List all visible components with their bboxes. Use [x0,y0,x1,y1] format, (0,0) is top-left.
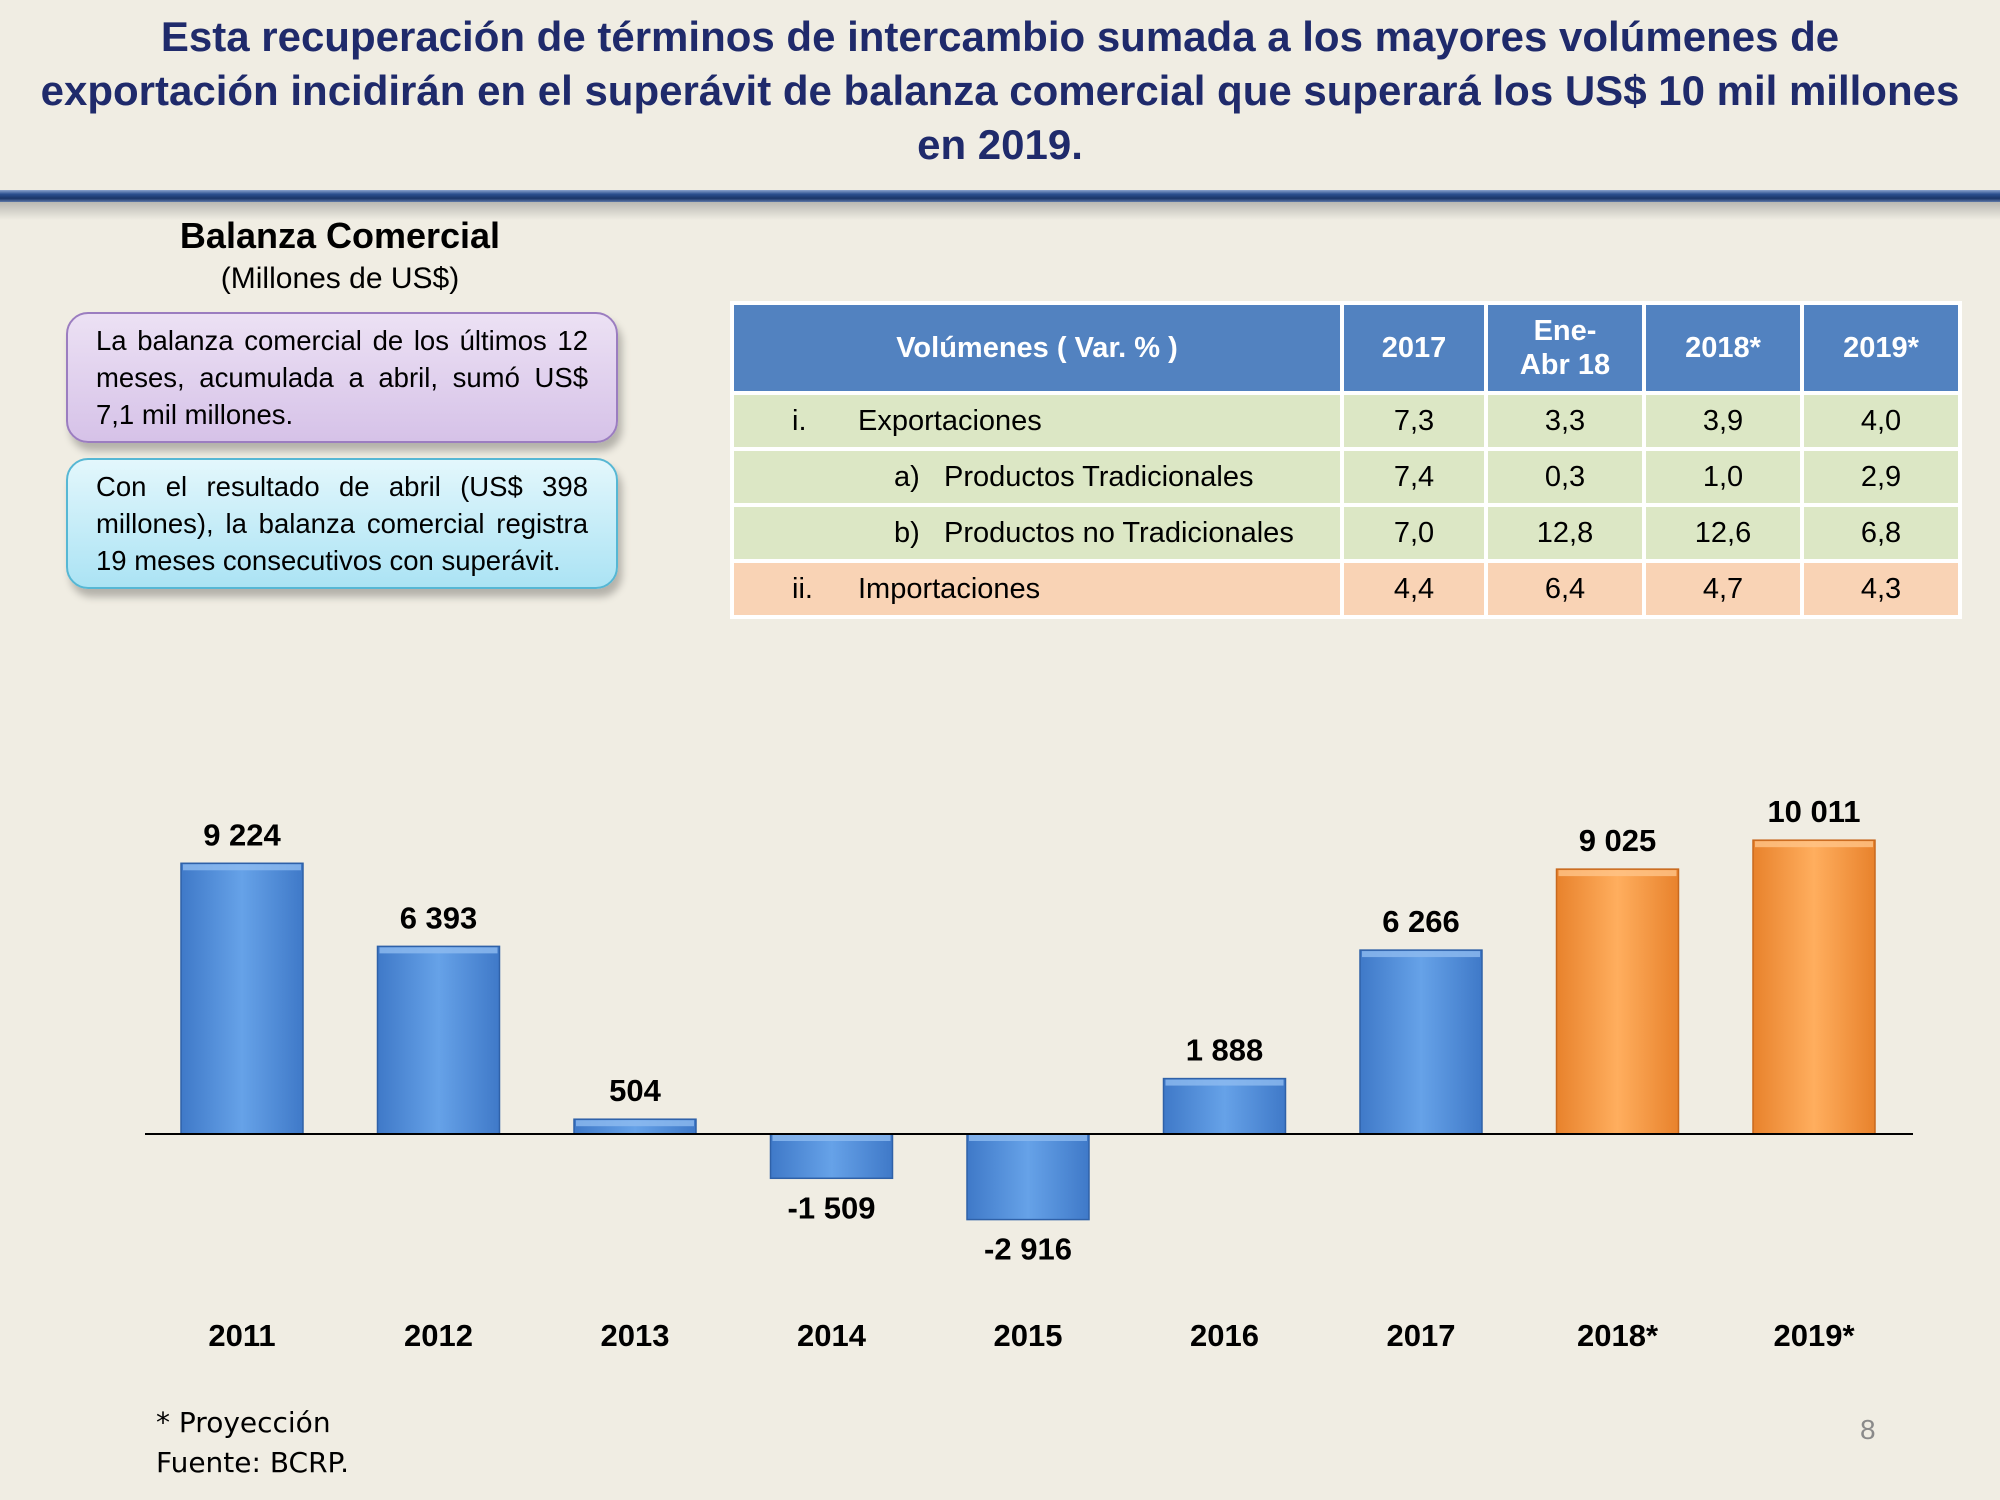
bar-bevel [576,1120,694,1127]
bar-2011 [180,862,304,1135]
callout-trade-balance-12m: La balanza comercial de los últimos 12 m… [66,312,618,443]
table-cell: 4,4 [1344,563,1484,615]
table-cell: 4,0 [1804,395,1958,447]
data-label: -2 916 [984,1232,1072,1267]
x-tick-label: 2016 [1190,1318,1259,1353]
table-cell: 7,3 [1344,395,1484,447]
row-marker: a) [894,460,920,493]
x-tick-label: 2019* [1773,1318,1855,1353]
source-note: Fuente: BCRP. [156,1446,349,1479]
table-header-ene-abr-18: Ene- Abr 18 [1488,305,1642,391]
table-cell: 12,8 [1488,507,1642,559]
table-cell: 3,3 [1488,395,1642,447]
row-label-text: Productos Tradicionales [944,460,1254,493]
row-label: b) Productos no Tradicionales [734,507,1340,559]
row-marker: ii. [792,572,813,605]
bar-bevel [1558,870,1677,877]
bar-bevel [1755,841,1873,848]
row-label-text: Exportaciones [858,404,1042,437]
row-label-text: Importaciones [858,572,1041,605]
data-label: -1 509 [788,1190,876,1225]
data-label: 6 393 [400,900,478,935]
x-tick-label: 2017 [1387,1318,1456,1353]
table-cell: 4,3 [1804,563,1958,615]
title-rule [0,190,2000,202]
table-header-row: Volúmenes ( Var. % ) 2017 Ene- Abr 18 20… [734,305,1958,391]
table-cell: 12,6 [1646,507,1800,559]
bar-bevel [183,864,301,871]
bar-bevel [772,1135,891,1141]
data-label: 1 888 [1186,1033,1264,1068]
row-label: i. Exportaciones [734,395,1340,447]
table-row-productos-tradicionales: a) Productos Tradicionales 7,4 0,3 1,0 2… [734,451,1958,503]
x-tick-label: 2013 [601,1318,670,1353]
table-cell: 2,9 [1804,451,1958,503]
table-cell: 7,0 [1344,507,1484,559]
data-label: 9 025 [1579,823,1657,858]
chart-unit: (Millones de US$) [220,262,460,295]
trade-balance-bar-chart: 9 224 2011 6 393 2012 504 2013 -1 509 2014 -2 91… [145,794,1913,1353]
x-tick-label: 2011 [208,1318,275,1353]
callout-april-result: Con el resultado de abril (US$ 398 millo… [66,458,618,589]
volumes-table: Volúmenes ( Var. % ) 2017 Ene- Abr 18 20… [730,301,1962,619]
table-cell: 6,8 [1804,507,1958,559]
table-cell: 3,9 [1646,395,1800,447]
x-tick-label: 2012 [404,1318,473,1353]
bar-2014 [769,1133,894,1180]
x-tick-label: 2018* [1577,1318,1659,1353]
table-row-importaciones: ii. Importaciones 4,4 6,4 4,7 4,3 [734,563,1958,615]
bar-2012 [376,945,501,1135]
row-label-text: Productos no Tradicionales [944,516,1294,549]
bar-bevel [1165,1079,1284,1086]
bar-bevel [1362,951,1480,958]
row-marker: i. [792,404,807,437]
bar-2018-proj [1555,868,1680,1135]
bar-bevel [379,947,498,954]
table-cell: 1,0 [1646,451,1800,503]
bar-2016 [1162,1077,1287,1135]
table-header-2019: 2019* [1804,305,1958,391]
chart-heading: Balanza Comercial [179,215,501,256]
page-number: 8 [1860,1414,1876,1445]
table-cell: 7,4 [1344,451,1484,503]
row-marker: b) [894,516,920,549]
x-tick-label: 2015 [994,1318,1063,1353]
table-row-exportaciones: i. Exportaciones 7,3 3,3 3,9 4,0 [734,395,1958,447]
row-label: a) Productos Tradicionales [734,451,1340,503]
bar-2015 [966,1133,1090,1221]
x-tick-label: 2014 [797,1318,867,1353]
bar-bevel [969,1135,1087,1141]
table-cell: 4,7 [1646,563,1800,615]
footnote: * Proyección [156,1406,331,1439]
data-label: 10 011 [1767,794,1860,829]
title-rule-shadow [0,202,2000,220]
table-header-2018: 2018* [1646,305,1800,391]
table-cell: 6,4 [1488,563,1642,615]
data-label: 9 224 [203,817,281,852]
table-header-2017: 2017 [1344,305,1484,391]
table-header-label: Volúmenes ( Var. % ) [734,305,1340,391]
bar-2019-proj [1752,839,1876,1135]
slide-title: Esta recuperación de términos de interca… [40,13,1960,168]
table-row-productos-no-tradicionales: b) Productos no Tradicionales 7,0 12,8 1… [734,507,1958,559]
row-label: ii. Importaciones [734,563,1340,615]
bar-2017 [1359,949,1483,1135]
data-label: 6 266 [1382,904,1460,939]
data-label: 504 [609,1073,661,1108]
table-cell: 0,3 [1488,451,1642,503]
